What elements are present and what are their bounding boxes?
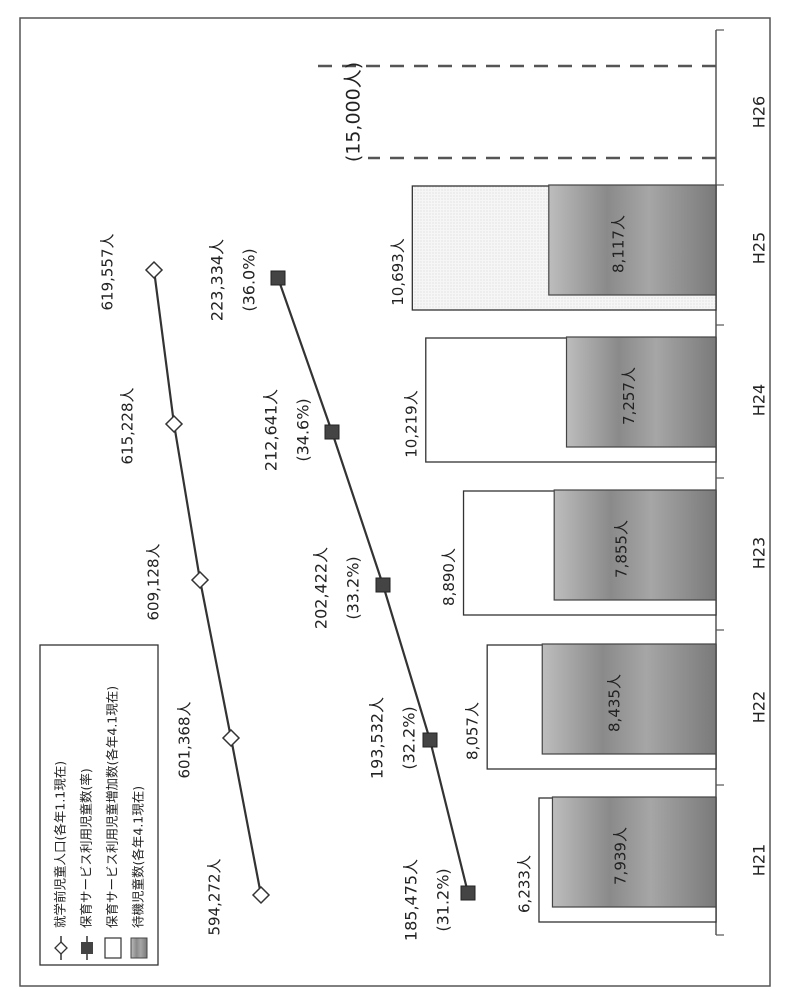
population-label: 601,368人 <box>176 701 194 778</box>
population-line <box>152 269 263 896</box>
legend: 就学前児童人口(各年1.1現在) 保育サービス利用児童数(率) 保育サービス利用児童… <box>39 644 159 966</box>
projected-waiting-label: (15,000人) <box>343 62 365 162</box>
increase-bar-label: 10,219人 <box>402 390 420 458</box>
legend-gray-bar-symbol <box>130 937 148 959</box>
waiting-bar-label: 7,257人 <box>620 367 638 425</box>
service-users-label: 185,475人 <box>402 859 421 941</box>
increase-bar-label: 6,233人 <box>515 855 533 913</box>
service-users-point <box>460 885 476 901</box>
service-users-label: 212,641人 <box>262 389 281 471</box>
legend-entry-label: 就学前児童人口(各年1.1現在) <box>53 761 68 928</box>
population-label: 619,557人 <box>99 233 117 310</box>
category-tick-label: H23 <box>750 537 769 569</box>
waiting-bar-label: 7,855人 <box>613 520 631 578</box>
waiting-bar-label: 7,939人 <box>612 827 630 885</box>
outer-border <box>19 17 771 987</box>
legend-diamond-symbol <box>54 941 68 955</box>
legend-entry-label: 保育サービス利用児童数(率) <box>79 768 94 928</box>
category-tick-label: H21 <box>750 844 769 876</box>
increase-bar-label: 8,890人 <box>440 548 458 606</box>
population-point <box>190 570 210 590</box>
waiting-bar-label: 8,117人 <box>610 215 628 273</box>
waiting-bar <box>551 796 717 908</box>
legend-square-symbol <box>81 942 93 954</box>
waiting-bar <box>548 184 717 296</box>
service-users-point <box>270 270 286 286</box>
category-tick-label: H25 <box>750 232 769 264</box>
service-rate-label: (34.6%) <box>294 398 313 461</box>
population-point <box>251 885 271 905</box>
population-point <box>144 260 164 280</box>
increase-bar-label: 10,693人 <box>389 238 407 306</box>
legend-box <box>39 644 159 966</box>
category-tick-label: H24 <box>750 384 769 416</box>
legend-white-bar-symbol <box>104 937 122 959</box>
waiting-bar-label: 8,435人 <box>606 674 624 732</box>
population-label: 615,228人 <box>119 387 137 464</box>
waiting-bar <box>553 489 717 601</box>
population-point <box>164 414 184 434</box>
legend-entry-label: 保育サービス利用児童増加数(各年4.1現在) <box>105 686 120 928</box>
service-rate-label: (36.0%) <box>240 248 259 311</box>
waiting-bar <box>565 336 717 448</box>
population-label: 609,128人 <box>145 543 163 620</box>
service-users-label: 193,532人 <box>368 697 387 779</box>
category-tick-label: H26 <box>750 96 769 128</box>
service-users-point <box>375 577 391 593</box>
service-users-label: 202,422人 <box>312 547 331 629</box>
legend-entry-label: 待機児童数(各年4.1現在) <box>131 786 146 928</box>
service-users-label: 223,334人 <box>208 239 227 321</box>
category-tick-label: H22 <box>750 691 769 723</box>
service-users-point <box>422 732 438 748</box>
waiting-bar <box>541 643 717 755</box>
projected-waiting-bar <box>310 64 716 160</box>
service-rate-label: (33.2%) <box>344 556 363 619</box>
service-users-point <box>324 424 340 440</box>
service-rate-label: (32.2%) <box>400 706 419 769</box>
service-rate-label: (31.2%) <box>434 868 453 931</box>
population-point <box>221 728 241 748</box>
population-label: 594,272人 <box>206 858 224 935</box>
increase-bar-label: 8,057人 <box>464 702 482 760</box>
